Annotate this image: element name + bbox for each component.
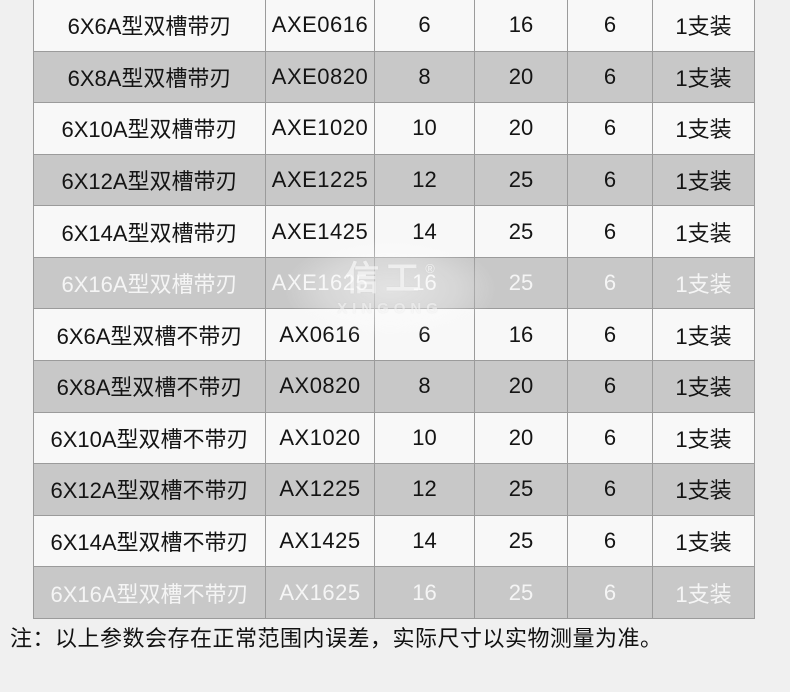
table-row: 6X12A型双槽不带刃 AX1225 12 25 6 1支装 [34,464,754,516]
disclaimer-note: 注：以上参数会存在正常范围内误差，实际尺寸以实物测量为准。 [10,626,663,651]
value-cell: 6 [568,515,653,567]
value-cell: 1支装 [675,220,732,246]
value-cell: 6 [568,309,653,361]
table-row: 6X12A型双槽带刃 AXE1225 12 25 6 1支装 [34,154,754,207]
value-cell: 8 [375,361,475,412]
value-cell: 25 [475,515,568,567]
spec-name-cell: 6X6A型双槽不带刃 [34,309,266,361]
value-cell: 1支装 [675,14,732,40]
value-cell: 6 [568,0,653,51]
model-code-cell: AXE0616 [266,0,375,51]
table-row: 6X6A型双槽带刃 AXE0616 6 16 6 1支装 [34,0,754,52]
model-code-cell: AX1020 [266,412,375,464]
model-code-cell: AXE1020 [266,103,375,154]
spec-name-cell: 6X14A型双槽带刃 [34,206,266,257]
spec-name-cell: 6X8A型双槽带刃 [34,51,266,103]
table-row: 6X8A型双槽带刃 AXE0820 8 20 6 1支装 [34,51,754,104]
value-cell: 6 [568,464,653,515]
value-cell: 14 [375,206,475,257]
value-cell: 20 [475,103,568,154]
spec-name-cell: 6X12A型双槽带刃 [34,154,266,206]
table-row: 6X6A型双槽不带刃 AX0616 6 16 6 1支装 [34,309,754,362]
value-cell: 6 [568,51,653,103]
value-cell: 25 [475,257,568,309]
value-cell: 6 [568,154,653,206]
value-cell: 14 [375,515,475,567]
model-code-cell: AX1425 [266,515,375,567]
spec-name-cell: 6X14A型双槽不带刃 [34,515,266,567]
value-cell: 16 [375,567,475,618]
value-cell: 1支装 [675,323,732,349]
value-cell: 16 [475,309,568,361]
table-row: 6X8A型双槽不带刃 AX0820 8 20 6 1支装 [34,361,754,413]
spec-table: 6X6A型双槽带刃 AXE0616 6 16 6 1支装 6X8A型双槽带刃 AXE0820 8… [33,0,755,619]
spec-name-cell: 6X6A型双槽带刃 [34,0,266,51]
spec-name-cell: 6X12A型双槽不带刃 [34,464,266,515]
value-cell: 6 [375,0,475,51]
value-cell: 6 [568,103,653,154]
spec-name-cell: 6X16A型双槽带刃 [34,257,266,309]
spec-name-cell: 6X8A型双槽不带刃 [34,361,266,412]
value-cell: 6 [568,361,653,412]
value-cell: 1支装 [675,581,732,607]
value-cell: 25 [475,464,568,515]
spec-name-cell: 6X10A型双槽不带刃 [34,412,266,464]
model-code-cell: AXE1225 [266,154,375,206]
value-cell: 6 [568,257,653,309]
value-cell: 1支装 [675,426,732,452]
model-code-cell: AXE1425 [266,206,375,257]
value-cell: 20 [475,412,568,464]
model-code-cell: AXE0820 [266,51,375,103]
value-cell: 1支装 [675,478,732,504]
table-row: 6X14A型双槽不带刃 AX1425 14 25 6 1支装 [34,515,754,568]
value-cell: 6 [568,206,653,257]
value-cell: 10 [375,412,475,464]
model-code-cell: AX1225 [266,464,375,515]
value-cell: 6 [375,309,475,361]
spec-name-cell: 6X10A型双槽带刃 [34,103,266,154]
model-code-cell: AX1625 [266,567,375,618]
value-cell: 1支装 [675,65,732,91]
value-cell: 16 [375,257,475,309]
value-cell: 25 [475,154,568,206]
value-cell: 6 [568,412,653,464]
value-cell: 12 [375,154,475,206]
value-cell: 1支装 [675,272,732,298]
model-code-cell: AX0616 [266,309,375,361]
value-cell: 25 [475,567,568,618]
table-row: 6X16A型双槽带刃 AXE1625 16 25 6 1支装 [34,257,754,310]
spec-name-cell: 6X16A型双槽不带刃 [34,567,266,618]
table-row: 6X16A型双槽不带刃 AX1625 16 25 6 1支装 [34,567,754,619]
model-code-cell: AXE1625 [266,257,375,309]
table-row: 6X10A型双槽不带刃 AX1020 10 20 6 1支装 [34,412,754,465]
table-row: 6X14A型双槽带刃 AXE1425 14 25 6 1支装 [34,206,754,258]
value-cell: 25 [475,206,568,257]
model-code-cell: AX0820 [266,361,375,412]
table-row: 6X10A型双槽带刃 AXE1020 10 20 6 1支装 [34,103,754,155]
value-cell: 12 [375,464,475,515]
value-cell: 20 [475,51,568,103]
value-cell: 8 [375,51,475,103]
value-cell: 6 [568,567,653,618]
value-cell: 1支装 [675,530,732,556]
value-cell: 16 [475,0,568,51]
value-cell: 20 [475,361,568,412]
value-cell: 1支装 [675,375,732,401]
value-cell: 10 [375,103,475,154]
value-cell: 1支装 [675,117,732,143]
value-cell: 1支装 [675,169,732,195]
